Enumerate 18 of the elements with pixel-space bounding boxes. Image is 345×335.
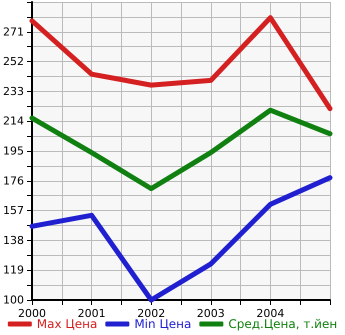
x-tick-label: 2001: [78, 307, 106, 320]
y-tick-label: 138: [2, 234, 24, 247]
y-tick-label: 176: [2, 174, 24, 188]
y-tick-label: 214: [2, 114, 24, 128]
legend-label: Сред.Цена, т.йен: [228, 317, 338, 331]
x-tick-label: 2002: [137, 307, 166, 320]
y-tick-label: 271: [2, 25, 24, 38]
y-tick-label: 195: [2, 144, 24, 158]
y-tick-label: 119: [2, 264, 24, 277]
x-tick-label: 2003: [196, 307, 225, 320]
y-tick-label: 233: [2, 84, 24, 98]
y-tick-label: 157: [2, 204, 24, 218]
x-tick-label: 2000: [18, 307, 46, 320]
legend-label: Min Цена: [134, 317, 192, 331]
legend-label: Max Цена: [36, 317, 98, 331]
x-tick-label: 2004: [256, 307, 284, 320]
y-tick-label: 252: [2, 55, 24, 68]
y-tick-label: 100: [2, 294, 24, 306]
